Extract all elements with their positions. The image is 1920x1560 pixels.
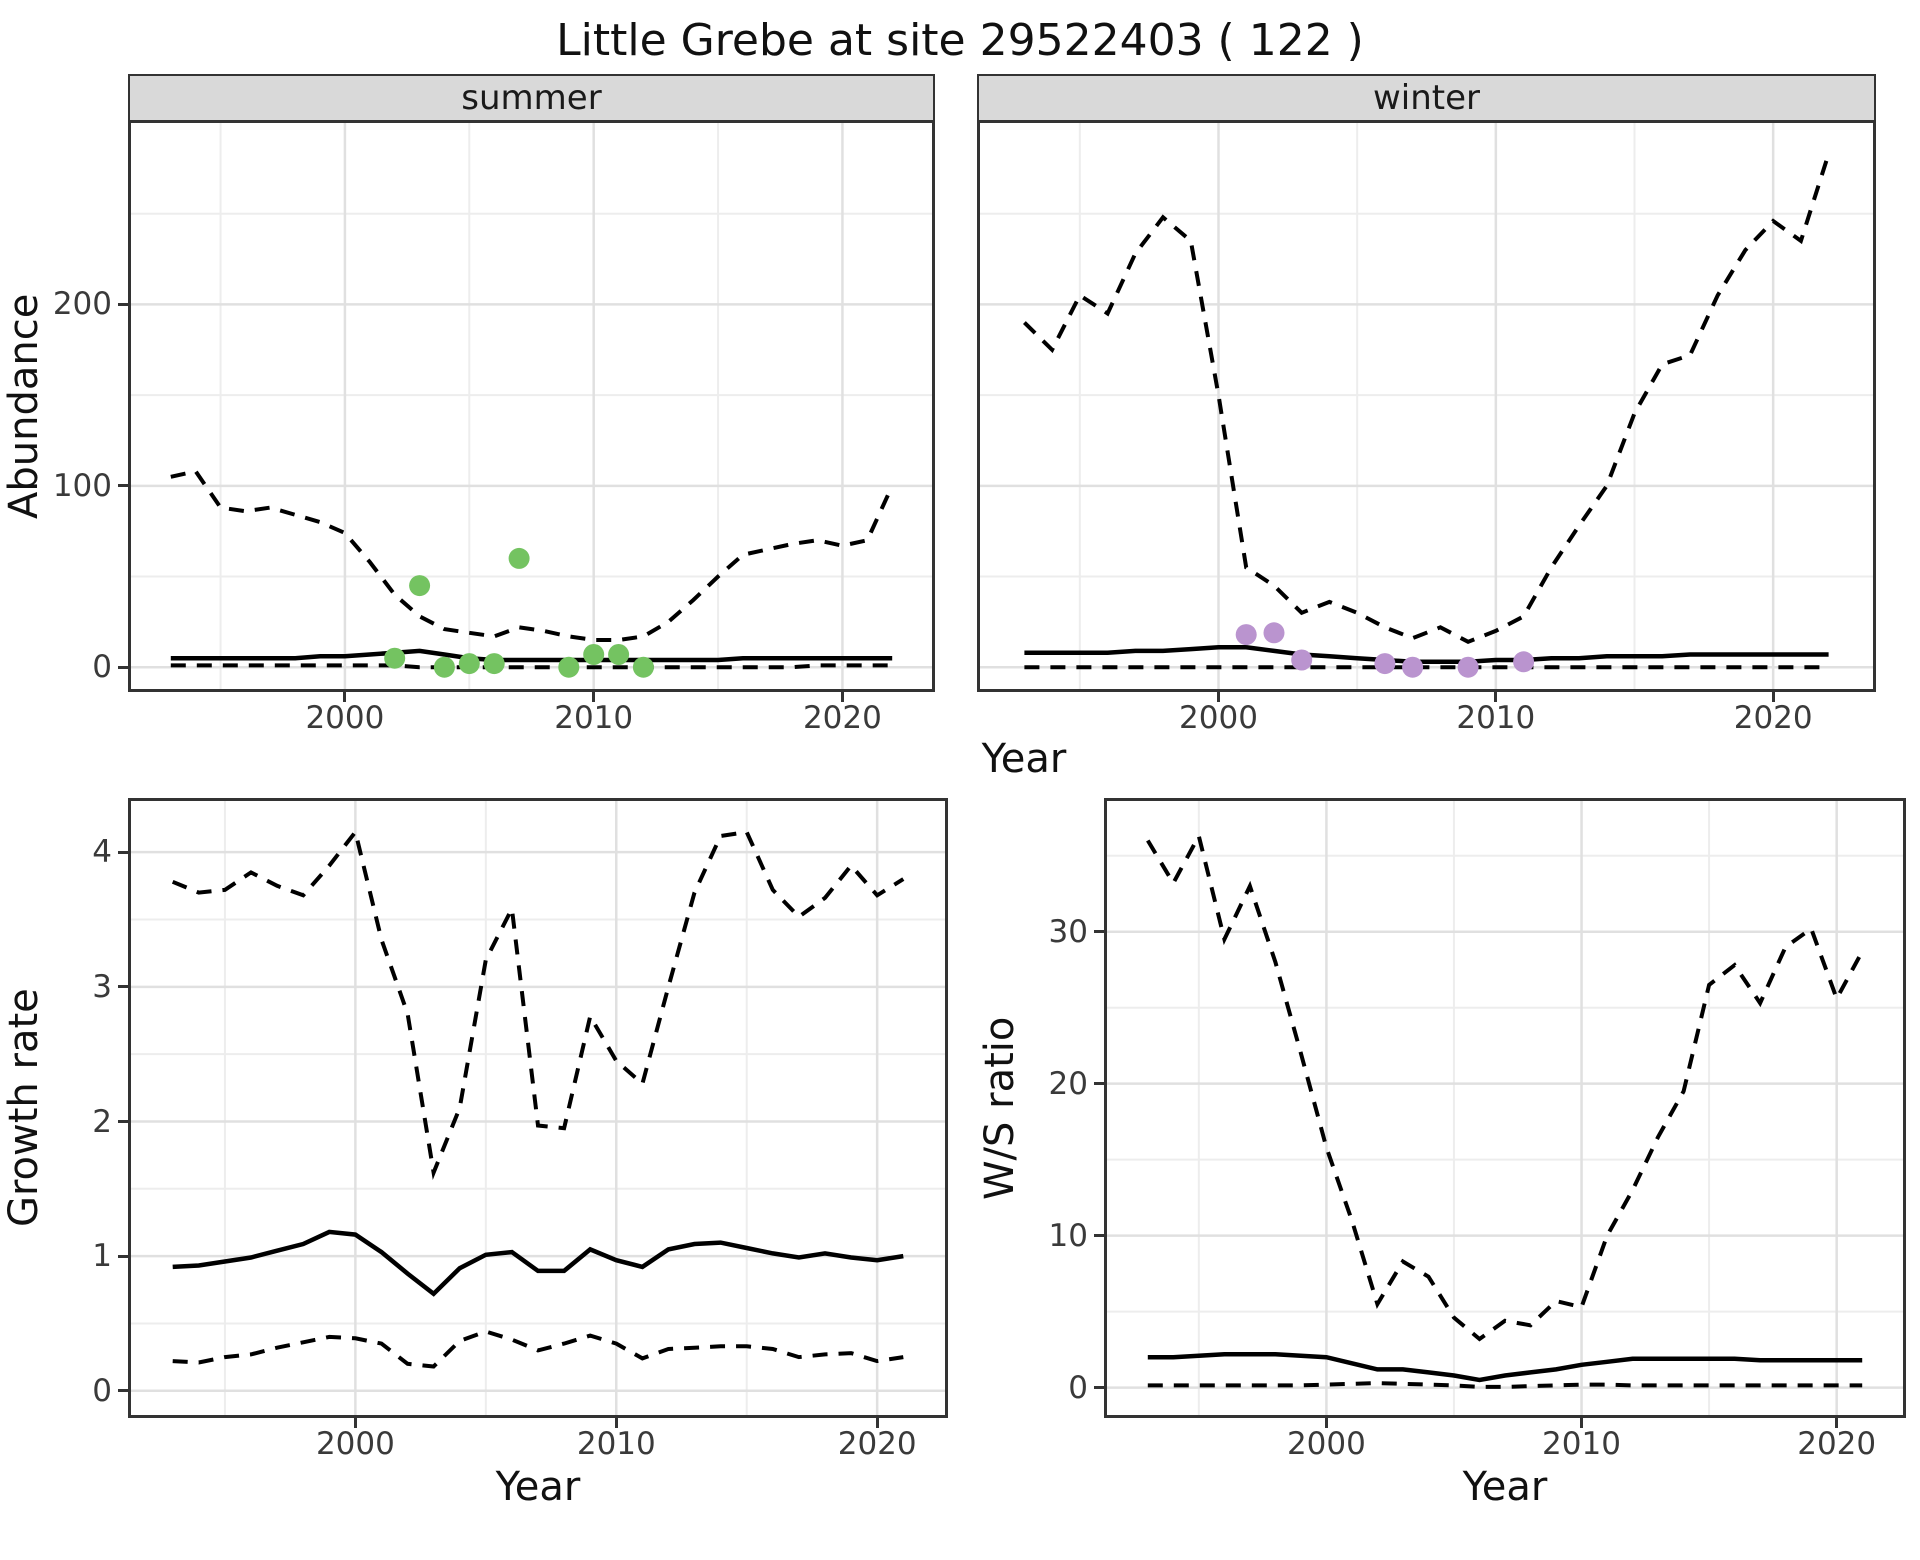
- growth-rate-axis-title: Growth rate: [1, 988, 47, 1228]
- y-tick-mark: [118, 1254, 128, 1258]
- x-tick-mark: [343, 692, 347, 702]
- y-tick-mark: [118, 850, 128, 854]
- x-tick-mark: [1771, 692, 1775, 702]
- x-tick-mark: [1835, 1418, 1839, 1428]
- x-tick-label: 2010: [1542, 1426, 1621, 1462]
- y-tick-label: 20: [1048, 1065, 1088, 1102]
- x-tick-label: 2010: [1456, 700, 1536, 736]
- y-tick-label: 2: [92, 1103, 112, 1140]
- y-tick-mark: [118, 302, 128, 306]
- abundance-x-axis-title: Year: [981, 736, 1067, 782]
- y-tick-label: 0: [92, 1372, 112, 1409]
- y-tick-mark: [1094, 1386, 1104, 1390]
- ws-ratio-figure: W/S ratio 0 10 20 30 2000 2010 2020 Year: [976, 798, 1906, 1510]
- x-tick-mark: [840, 692, 844, 702]
- y-tick-label: 0: [92, 649, 112, 686]
- x-tick-mark: [592, 692, 596, 702]
- ws-ratio-plot: [1107, 801, 1903, 1415]
- x-tick-mark: [1324, 1418, 1328, 1428]
- x-tick-label: 2010: [554, 700, 634, 736]
- x-tick-label: 2000: [315, 1426, 395, 1462]
- x-tick-mark: [875, 1418, 879, 1428]
- y-tick-label: 4: [92, 834, 112, 871]
- facet-strip-winter: winter: [977, 74, 1876, 120]
- y-tick-label: 0: [1068, 1369, 1088, 1406]
- abundance-figure: Abundance 0 100 200 summer 2000 2010 2020 wi…: [0, 74, 1920, 736]
- ws-ratio-x-axis-ticks: 2000 2010 2020: [1104, 1418, 1906, 1462]
- y-tick-label: 3: [92, 968, 112, 1005]
- x-tick-label: 2000: [1286, 1426, 1366, 1462]
- abundance-y-axis-ticks: 0 100 200: [48, 120, 128, 692]
- y-tick-mark: [1094, 1082, 1104, 1086]
- x-tick-mark: [1494, 692, 1498, 702]
- y-tick-mark: [118, 1120, 128, 1123]
- y-tick-label: 200: [52, 286, 112, 323]
- growth-rate-y-axis-ticks: 0 1 2 3 4: [48, 798, 128, 1418]
- x-tick-mark: [1580, 1418, 1583, 1428]
- x-tick-label: 2010: [576, 1426, 656, 1462]
- growth-rate-x-axis-title: Year: [495, 1464, 581, 1510]
- ws-ratio-y-axis-ticks: 0 10 20 30: [1024, 798, 1104, 1418]
- x-tick-label: 2000: [305, 700, 385, 736]
- x-tick-label: 2020: [802, 700, 882, 736]
- x-tick-mark: [1217, 692, 1220, 702]
- growth-rate-x-axis-ticks: 2000 2010 2020: [128, 1418, 948, 1462]
- y-tick-mark: [1094, 1234, 1104, 1238]
- abundance-winter-figure: winter 2000 2010 2020: [977, 74, 1876, 736]
- summer-x-axis-ticks: 2000 2010 2020: [128, 692, 935, 736]
- y-tick-mark: [118, 1389, 128, 1393]
- panel-growth-rate: [128, 798, 948, 1418]
- panel-ws-ratio: [1104, 798, 1906, 1418]
- growth-rate-figure: Growth rate 0 1 2 3 4 2000 2010 2020 Year: [0, 798, 948, 1510]
- abundance-winter-plot: [980, 123, 1873, 689]
- y-tick-label: 10: [1048, 1217, 1088, 1254]
- chart-title: Little Grebe at site 29522403 ( 122 ): [556, 15, 1364, 66]
- facet-strip-summer: summer: [128, 74, 935, 120]
- y-tick-mark: [118, 985, 128, 989]
- abundance-summer-figure: Abundance 0 100 200 summer 2000 2010 2020: [0, 74, 935, 736]
- y-tick-mark: [118, 665, 128, 669]
- panel-abundance-winter: [977, 120, 1876, 692]
- abundance-axis-title: Abundance: [1, 293, 47, 519]
- y-tick-label: 100: [52, 467, 112, 504]
- growth-rate-plot: [131, 801, 945, 1415]
- ws-ratio-axis-title: W/S ratio: [977, 1016, 1023, 1200]
- panel-abundance-summer: [128, 120, 935, 692]
- x-tick-mark: [353, 1418, 357, 1428]
- x-tick-label: 2020: [837, 1426, 917, 1462]
- x-tick-label: 2000: [1179, 700, 1258, 736]
- abundance-summer-plot: [131, 123, 932, 689]
- x-tick-mark: [614, 1418, 618, 1428]
- y-tick-mark: [1094, 930, 1104, 934]
- winter-x-axis-ticks: 2000 2010 2020: [977, 692, 1876, 736]
- x-tick-label: 2020: [1733, 700, 1813, 736]
- ws-ratio-x-axis-title: Year: [1462, 1464, 1548, 1510]
- x-tick-label: 2020: [1797, 1426, 1877, 1462]
- y-tick-label: 30: [1048, 913, 1088, 950]
- y-tick-mark: [118, 484, 128, 488]
- y-tick-label: 1: [92, 1238, 112, 1275]
